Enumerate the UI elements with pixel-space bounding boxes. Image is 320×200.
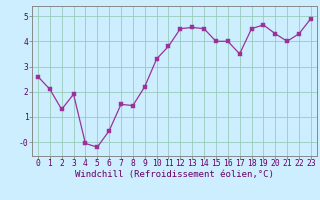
X-axis label: Windchill (Refroidissement éolien,°C): Windchill (Refroidissement éolien,°C) <box>75 170 274 179</box>
